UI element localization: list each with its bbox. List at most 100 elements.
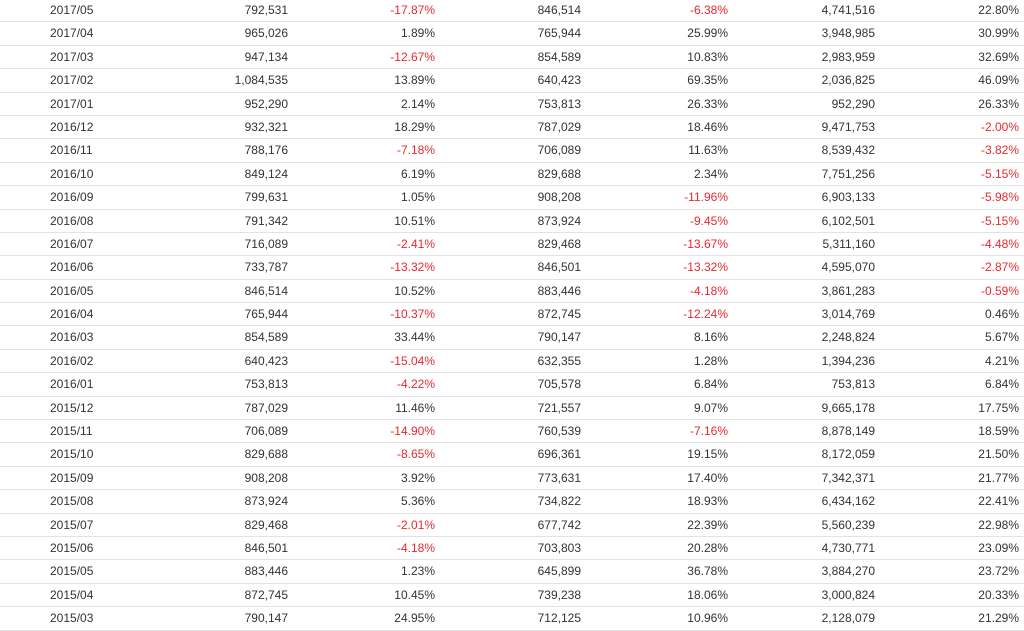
table-row: 2015/03 790,147 24.95% 712,125 10.96% 2,128,0… bbox=[0, 607, 1024, 631]
prior-change-cell: 11.63% bbox=[688, 143, 728, 158]
cumulative-change-cell: 23.72% bbox=[978, 564, 1019, 579]
table-row: 2016/06 733,787 -13.32% 846,501 -13.32% 4,595… bbox=[0, 256, 1024, 280]
value-cell: 640,423 bbox=[244, 353, 288, 368]
prior-change-cell: 18.06% bbox=[687, 587, 728, 602]
cumulative-cell: 9,665,178 bbox=[821, 400, 875, 415]
prior-value-cell: 872,745 bbox=[537, 307, 581, 322]
cumulative-change-cell: 0.46% bbox=[984, 307, 1019, 322]
prior-change-cell: 8.16% bbox=[693, 330, 728, 345]
month-cell: 2016/08 bbox=[50, 213, 94, 228]
prior-value-cell: 787,029 bbox=[537, 119, 581, 134]
table-row: 2016/11 788,176 -7.18% 706,089 11.63% 8,539,4… bbox=[0, 139, 1024, 163]
cumulative-change-cell: -5.15% bbox=[980, 213, 1019, 228]
prior-value-cell: 645,899 bbox=[537, 564, 581, 579]
prior-change-cell: 26.33% bbox=[687, 96, 728, 111]
month-cell: 2016/04 bbox=[50, 307, 94, 322]
cumulative-change-cell: 23.09% bbox=[978, 540, 1019, 555]
cumulative-change-cell: -3.82% bbox=[980, 143, 1019, 158]
value-cell: 829,468 bbox=[244, 517, 288, 532]
prior-value-cell: 846,501 bbox=[537, 260, 581, 275]
table-row: 2016/12 932,321 18.29% 787,029 18.46% 9,471,7… bbox=[0, 116, 1024, 140]
prior-change-cell: 18.93% bbox=[687, 494, 728, 509]
prior-value-cell: 829,688 bbox=[537, 166, 581, 181]
cumulative-change-cell: 17.75% bbox=[978, 400, 1019, 415]
cumulative-cell: 4,595,070 bbox=[821, 260, 875, 275]
table-row: 2016/02 640,423 -15.04% 632,355 1.28% 1,394,2… bbox=[0, 350, 1024, 374]
value-cell: 932,321 bbox=[244, 119, 288, 134]
prior-change-cell: -13.32% bbox=[683, 260, 728, 275]
cumulative-change-cell: 32.69% bbox=[978, 49, 1019, 64]
month-cell: 2017/03 bbox=[50, 49, 94, 64]
change-cell: 10.52% bbox=[394, 283, 435, 298]
change-cell: 3.92% bbox=[400, 470, 435, 485]
table-row: 2017/03 947,134 -12.67% 854,589 10.83% 2,983,… bbox=[0, 46, 1024, 70]
change-cell: -2.41% bbox=[396, 236, 435, 251]
cumulative-cell: 3,000,824 bbox=[821, 587, 875, 602]
prior-change-cell: 1.28% bbox=[693, 353, 728, 368]
cumulative-cell: 3,014,769 bbox=[821, 307, 875, 322]
value-cell: 792,531 bbox=[244, 3, 288, 17]
table-row: 2015/06 846,501 -4.18% 703,803 20.28% 4,730,7… bbox=[0, 537, 1024, 561]
cumulative-change-cell: 5.67% bbox=[984, 330, 1019, 345]
table-row: 2015/12 787,029 11.46% 721,557 9.07% 9,665,17… bbox=[0, 397, 1024, 421]
change-cell: 11.46% bbox=[395, 400, 435, 415]
cumulative-cell: 4,741,516 bbox=[821, 3, 875, 17]
cumulative-change-cell: 6.84% bbox=[984, 377, 1019, 392]
cumulative-cell: 753,813 bbox=[831, 377, 875, 392]
month-cell: 2017/02 bbox=[50, 73, 94, 88]
table-row: 2016/08 791,342 10.51% 873,924 -9.45% 6,102,5… bbox=[0, 210, 1024, 233]
month-cell: 2016/11 bbox=[50, 143, 93, 158]
change-cell: 2.14% bbox=[400, 96, 435, 111]
cumulative-change-cell: 26.33% bbox=[978, 96, 1019, 111]
cumulative-change-cell: -5.15% bbox=[980, 166, 1019, 181]
cumulative-change-cell: -4.48% bbox=[980, 236, 1019, 251]
value-cell: 716,089 bbox=[244, 236, 288, 251]
prior-change-cell: 36.78% bbox=[687, 564, 728, 579]
cumulative-change-cell: 21.77% bbox=[978, 470, 1019, 485]
prior-value-cell: 640,423 bbox=[537, 73, 581, 88]
table-row: 2015/05 883,446 1.23% 645,899 36.78% 3,884,27… bbox=[0, 560, 1024, 584]
prior-value-cell: 696,361 bbox=[537, 447, 581, 462]
table-row: 2016/03 854,589 33.44% 790,147 8.16% 2,248,82… bbox=[0, 326, 1024, 350]
month-cell: 2016/03 bbox=[50, 330, 94, 345]
month-cell: 2017/05 bbox=[50, 3, 94, 17]
prior-change-cell: -6.38% bbox=[689, 3, 728, 17]
cumulative-cell: 7,751,256 bbox=[821, 166, 875, 181]
change-cell: -4.22% bbox=[396, 377, 435, 392]
prior-change-cell: 6.84% bbox=[693, 377, 728, 392]
table-row: 2017/05 792,531 -17.87% 846,514 -6.38% 4,741,… bbox=[0, 0, 1024, 23]
change-cell: -8.65% bbox=[396, 447, 435, 462]
month-cell: 2016/07 bbox=[50, 236, 94, 251]
cumulative-change-cell: 22.41% bbox=[978, 494, 1019, 509]
prior-value-cell: 846,514 bbox=[537, 3, 581, 17]
month-cell: 2016/09 bbox=[50, 190, 94, 205]
prior-value-cell: 677,742 bbox=[537, 517, 581, 532]
prior-change-cell: 18.46% bbox=[687, 119, 728, 134]
cumulative-cell: 2,983,959 bbox=[821, 49, 875, 64]
prior-change-cell: -13.67% bbox=[683, 236, 728, 251]
table-row: 2015/11 706,089 -14.90% 760,539 -7.16% 8,878,… bbox=[0, 420, 1024, 444]
cumulative-cell: 6,903,133 bbox=[821, 190, 875, 205]
value-cell: 1,084,535 bbox=[234, 73, 288, 88]
prior-change-cell: -11.96% bbox=[684, 190, 728, 205]
value-cell: 787,029 bbox=[244, 400, 288, 415]
month-cell: 2016/02 bbox=[50, 353, 94, 368]
cumulative-cell: 1,394,236 bbox=[821, 353, 875, 368]
cumulative-cell: 2,248,824 bbox=[821, 330, 875, 345]
change-cell: 24.95% bbox=[394, 611, 435, 626]
prior-change-cell: -7.16% bbox=[689, 424, 728, 439]
prior-change-cell: 20.28% bbox=[687, 540, 728, 555]
month-cell: 2015/04 bbox=[50, 587, 94, 602]
change-cell: -14.90% bbox=[390, 424, 435, 439]
prior-change-cell: 25.99% bbox=[687, 26, 728, 41]
value-cell: 706,089 bbox=[244, 424, 288, 439]
change-cell: 13.89% bbox=[394, 73, 435, 88]
change-cell: -2.01% bbox=[396, 517, 435, 532]
cumulative-cell: 6,434,162 bbox=[821, 494, 875, 509]
prior-value-cell: 854,589 bbox=[537, 49, 581, 64]
value-cell: 829,688 bbox=[244, 447, 288, 462]
prior-change-cell: 19.15% bbox=[687, 447, 728, 462]
month-cell: 2015/09 bbox=[50, 470, 94, 485]
cumulative-cell: 5,311,160 bbox=[822, 236, 876, 251]
table-row: 2016/09 799,631 1.05% 908,208 -11.96% 6,903,1… bbox=[0, 186, 1024, 210]
